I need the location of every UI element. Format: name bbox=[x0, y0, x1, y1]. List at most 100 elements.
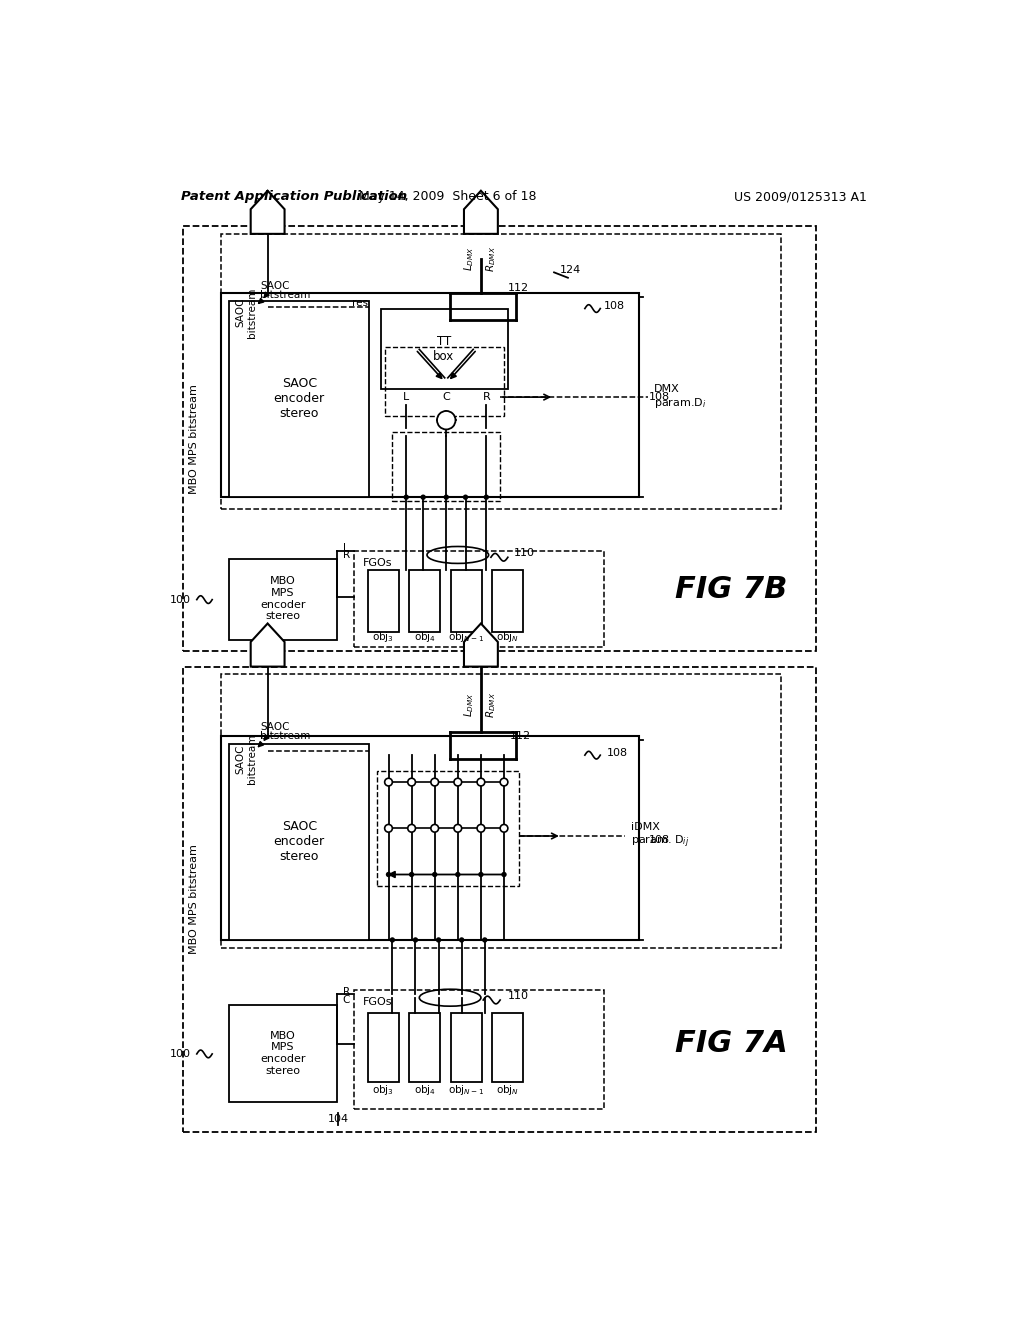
Text: 108: 108 bbox=[606, 748, 628, 758]
Circle shape bbox=[482, 937, 487, 942]
Text: $L_{DMX}$: $L_{DMX}$ bbox=[463, 246, 476, 271]
Circle shape bbox=[502, 871, 507, 878]
Text: 110: 110 bbox=[508, 991, 528, 1001]
Circle shape bbox=[386, 871, 391, 878]
Circle shape bbox=[477, 779, 484, 785]
Circle shape bbox=[500, 825, 508, 832]
Bar bbox=[221, 234, 781, 508]
Circle shape bbox=[403, 495, 409, 500]
Text: obj$_{N-1}$: obj$_{N-1}$ bbox=[449, 631, 484, 644]
Bar bbox=[183, 667, 816, 1133]
Text: SAOC: SAOC bbox=[260, 722, 290, 731]
Bar bbox=[221, 675, 781, 948]
Circle shape bbox=[431, 779, 438, 785]
Polygon shape bbox=[251, 623, 285, 667]
Text: C: C bbox=[342, 995, 350, 1005]
Circle shape bbox=[409, 871, 415, 878]
Text: Patent Application Publication: Patent Application Publication bbox=[180, 190, 407, 203]
Bar bbox=[381, 309, 508, 389]
Circle shape bbox=[443, 495, 449, 500]
Text: L: L bbox=[403, 392, 410, 403]
Text: L: L bbox=[343, 543, 349, 553]
Text: 100: 100 bbox=[170, 594, 190, 605]
Circle shape bbox=[413, 937, 418, 942]
Text: 100: 100 bbox=[170, 1049, 190, 1059]
Text: MBO MPS bitstream: MBO MPS bitstream bbox=[188, 384, 199, 494]
Bar bbox=[451, 570, 481, 632]
Circle shape bbox=[390, 937, 395, 942]
Text: SAOC
bitstream: SAOC bitstream bbox=[236, 734, 257, 784]
Text: res: res bbox=[351, 298, 368, 308]
Circle shape bbox=[408, 825, 416, 832]
Text: $R_{DMX}$: $R_{DMX}$ bbox=[484, 246, 498, 272]
Circle shape bbox=[436, 937, 441, 942]
Text: obj$_{3}$: obj$_{3}$ bbox=[372, 1084, 394, 1097]
Text: obj$_{N-1}$: obj$_{N-1}$ bbox=[449, 1084, 484, 1097]
Text: FIG 7A: FIG 7A bbox=[675, 1030, 787, 1059]
Text: obj$_{3}$: obj$_{3}$ bbox=[372, 631, 394, 644]
Text: May 14, 2009  Sheet 6 of 18: May 14, 2009 Sheet 6 of 18 bbox=[359, 190, 537, 203]
Circle shape bbox=[432, 871, 437, 878]
Circle shape bbox=[385, 825, 392, 832]
Circle shape bbox=[455, 871, 461, 878]
Bar bbox=[183, 226, 816, 651]
Bar bbox=[410, 570, 440, 632]
Text: MBO
MPS
encoder
stereo: MBO MPS encoder stereo bbox=[260, 1031, 306, 1076]
Polygon shape bbox=[464, 191, 498, 234]
Bar bbox=[368, 570, 398, 632]
Text: FGOs: FGOs bbox=[364, 557, 392, 568]
Circle shape bbox=[483, 495, 489, 500]
Text: 112: 112 bbox=[509, 731, 530, 741]
Bar bbox=[385, 347, 504, 416]
Circle shape bbox=[477, 825, 484, 832]
Circle shape bbox=[421, 495, 426, 500]
Text: 104: 104 bbox=[328, 1114, 349, 1125]
Text: 108: 108 bbox=[649, 834, 670, 845]
Text: SAOC
encoder
stereo: SAOC encoder stereo bbox=[273, 820, 325, 863]
Polygon shape bbox=[464, 623, 498, 667]
Text: R: R bbox=[343, 550, 350, 560]
Text: bitstream: bitstream bbox=[260, 290, 310, 301]
Text: obj$_{4}$: obj$_{4}$ bbox=[414, 1084, 436, 1097]
Circle shape bbox=[454, 779, 462, 785]
Bar bbox=[410, 1014, 440, 1082]
Bar bbox=[229, 1006, 337, 1102]
Polygon shape bbox=[251, 191, 285, 234]
Circle shape bbox=[463, 495, 468, 500]
Text: 112: 112 bbox=[508, 282, 529, 293]
Text: FIG 7B: FIG 7B bbox=[675, 576, 787, 605]
Bar bbox=[368, 1014, 398, 1082]
Text: MBO
MPS
encoder
stereo: MBO MPS encoder stereo bbox=[260, 577, 306, 622]
Text: SAOC
encoder
stereo: SAOC encoder stereo bbox=[273, 378, 325, 420]
Text: $R_{DMX}$: $R_{DMX}$ bbox=[484, 692, 498, 718]
Bar bbox=[229, 743, 370, 940]
Bar bbox=[229, 558, 337, 640]
Bar bbox=[377, 771, 519, 886]
Text: FGOs: FGOs bbox=[364, 997, 392, 1007]
Text: TT
box: TT box bbox=[433, 334, 455, 363]
Text: iDMX
param. D$_{ij}$: iDMX param. D$_{ij}$ bbox=[631, 822, 689, 850]
Circle shape bbox=[500, 779, 508, 785]
Circle shape bbox=[478, 871, 483, 878]
Bar bbox=[493, 570, 523, 632]
Bar bbox=[493, 1014, 523, 1082]
Text: 108: 108 bbox=[649, 392, 670, 403]
Bar bbox=[354, 552, 604, 647]
Bar bbox=[221, 737, 639, 940]
Bar bbox=[221, 293, 639, 498]
Text: 108: 108 bbox=[604, 301, 626, 312]
Text: C: C bbox=[442, 392, 451, 403]
Text: MBO MPS bitstream: MBO MPS bitstream bbox=[188, 845, 199, 954]
Text: US 2009/0125313 A1: US 2009/0125313 A1 bbox=[734, 190, 867, 203]
Circle shape bbox=[385, 779, 392, 785]
Bar bbox=[451, 1014, 481, 1082]
Bar bbox=[354, 990, 604, 1109]
Text: obj$_{4}$: obj$_{4}$ bbox=[414, 631, 436, 644]
Text: obj$_{N}$: obj$_{N}$ bbox=[497, 1084, 519, 1097]
Text: obj$_{N}$: obj$_{N}$ bbox=[497, 631, 519, 644]
Text: R: R bbox=[482, 392, 490, 403]
Text: bitstream: bitstream bbox=[260, 731, 310, 741]
Bar bbox=[229, 301, 370, 498]
Circle shape bbox=[437, 411, 456, 429]
Text: $L_{DMX}$: $L_{DMX}$ bbox=[463, 693, 476, 718]
